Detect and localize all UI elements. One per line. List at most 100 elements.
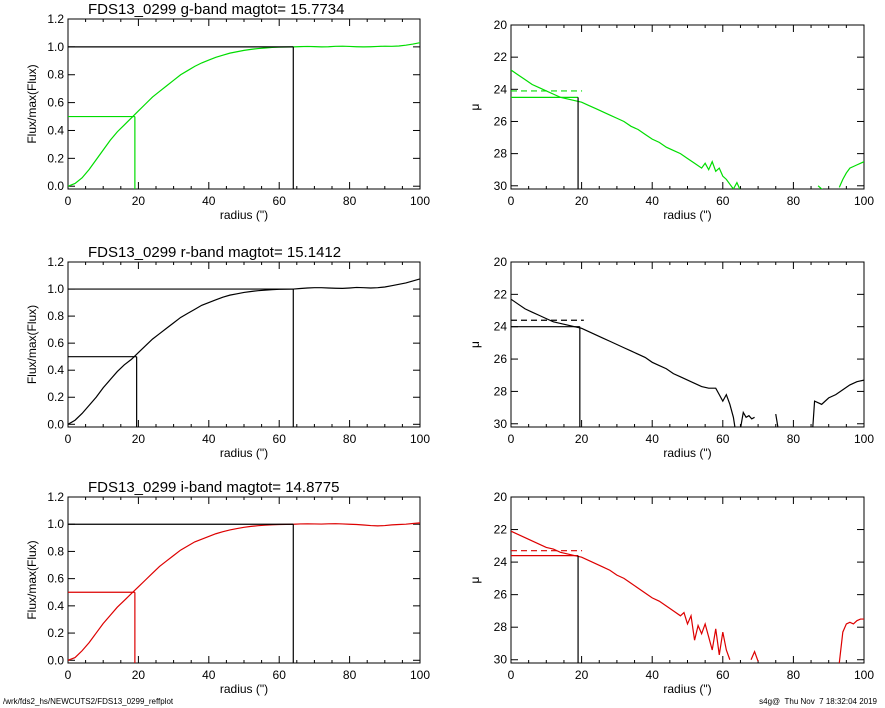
x-axis-label: radius (") [220,682,268,696]
series-i-growth-curve [68,522,420,661]
y-tick-label: 22 [494,287,508,301]
plot-data [68,522,420,663]
footer-file-path: /wrk/fds2_hs/NEWCUTS2/FDS13_0299_reffplo… [3,697,174,706]
panel-i-growth-curve: 0 20 40 60 80 100 0.0 0.2 0.4 0.6 0.8 1.0 1.2 radius … [25,479,430,696]
y-tick-label: 1.0 [47,40,64,54]
series-r-profile-segment [511,298,736,427]
x-tick-label: 60 [716,668,730,682]
y-tick-label: 0.4 [47,599,64,613]
x-tick-label: 40 [646,194,660,208]
y-axis-label: Flux/max(Flux) [25,305,39,384]
x-tick-label: 40 [646,668,660,682]
series-g-profile-segment [838,161,864,188]
y-tick-label: 26 [494,352,508,366]
plot-data [68,42,420,189]
series-r-profile-segment [812,379,864,427]
x-axis-label: radius (") [663,682,711,696]
x-tick-label: 80 [343,194,357,208]
x-tick-label: 20 [132,668,146,682]
plot-data [511,298,864,427]
x-axis-label: radius (") [220,208,268,222]
y-tick-label: 0.8 [47,68,64,82]
y-tick-label: 0.2 [47,626,64,640]
y-axis-label: μ [468,576,482,583]
y-tick-label: 20 [494,490,508,504]
y-tick-label: 24 [494,320,508,334]
plot-frame [510,496,865,664]
x-tick-label: 0 [65,668,72,682]
y-tick-label: 28 [494,384,508,398]
chart-title: FDS13_0299 i-band magtot= 14.8775 [88,479,339,496]
panel-g-surface-brightness: 0 20 40 60 80 100 20 22 24 26 28 30 radius (") μ [468,18,874,222]
y-tick-label: 28 [494,147,508,161]
y-axis-label: μ [468,103,482,110]
y-tick-label: 0.0 [47,653,64,667]
series-r-growth-curve [68,278,420,425]
y-tick-label: 0.0 [47,179,64,193]
y-tick-label: 1.0 [47,517,64,531]
x-tick-label: 100 [854,668,874,682]
series-r-profile-segment [775,413,779,427]
y-axis-label: Flux/max(Flux) [25,64,39,143]
series-r-profile-segment [740,410,755,427]
x-tick-label: 20 [132,432,146,446]
x-tick-label: 80 [343,668,357,682]
footer-timestamp: s4g@ Thu Nov 7 18:32:04 2019 [759,697,877,706]
x-tick-label: 0 [508,668,515,682]
y-tick-label: 0.0 [47,417,64,431]
y-tick-label: 0.2 [47,151,64,165]
x-tick-label: 100 [410,194,430,208]
x-tick-label: 100 [410,668,430,682]
y-tick-label: 22 [494,523,508,537]
x-tick-label: 0 [508,432,515,446]
y-axis-label: μ [468,341,482,348]
y-tick-label: 26 [494,114,508,128]
x-tick-label: 100 [854,432,874,446]
x-tick-label: 20 [575,668,589,682]
chart-title: FDS13_0299 g-band magtot= 15.7734 [88,1,344,18]
y-tick-label: 1.2 [47,12,64,26]
y-tick-label: 26 [494,588,508,602]
x-tick-label: 40 [202,194,216,208]
x-tick-label: 60 [716,432,730,446]
y-tick-label: 0.6 [47,336,64,350]
y-tick-label: 24 [494,555,508,569]
x-tick-label: 60 [273,194,287,208]
chart-title: FDS13_0299 r-band magtot= 15.1412 [88,244,341,261]
x-tick-label: 0 [508,194,515,208]
plot-frame [510,24,865,190]
panel-g-growth-curve: 0 20 40 60 80 100 0.0 0.2 0.4 0.6 0.8 1.0 1.2 radius … [25,1,430,222]
y-axis-label: Flux/max(Flux) [25,540,39,619]
x-axis-label: radius (") [220,446,268,460]
y-tick-label: 0.4 [47,363,64,377]
y-tick-label: 30 [494,653,508,667]
series-i-profile-segment [750,649,759,662]
y-tick-label: 1.2 [47,255,64,269]
x-tick-label: 80 [787,194,801,208]
x-axis-label: radius (") [663,446,711,460]
x-tick-label: 20 [575,194,589,208]
panel-r-surface-brightness: 0 20 40 60 80 100 20 22 24 26 28 30 radius (") μ [468,255,874,460]
y-tick-label: 1.0 [47,282,64,296]
x-tick-label: 100 [854,194,874,208]
y-tick-label: 24 [494,82,508,96]
y-tick-label: 0.6 [47,572,64,586]
y-tick-label: 20 [494,255,508,269]
series-g-growth-curve [68,42,420,187]
x-tick-label: 0 [65,194,72,208]
x-tick-label: 80 [787,668,801,682]
y-tick-label: 30 [494,179,508,193]
y-tick-label: 1.2 [47,490,64,504]
y-tick-label: 0.2 [47,390,64,404]
x-tick-label: 60 [273,668,287,682]
x-tick-label: 100 [410,432,430,446]
plot-data [511,530,864,663]
series-g-profile-segment [817,185,824,189]
y-tick-label: 28 [494,620,508,634]
x-tick-label: 0 [65,432,72,446]
x-tick-label: 80 [787,432,801,446]
plot-frame [67,496,421,664]
panel-i-surface-brightness: 0 20 40 60 80 100 20 22 24 26 28 30 radius (") μ [468,490,874,696]
plot-frame [510,261,865,428]
